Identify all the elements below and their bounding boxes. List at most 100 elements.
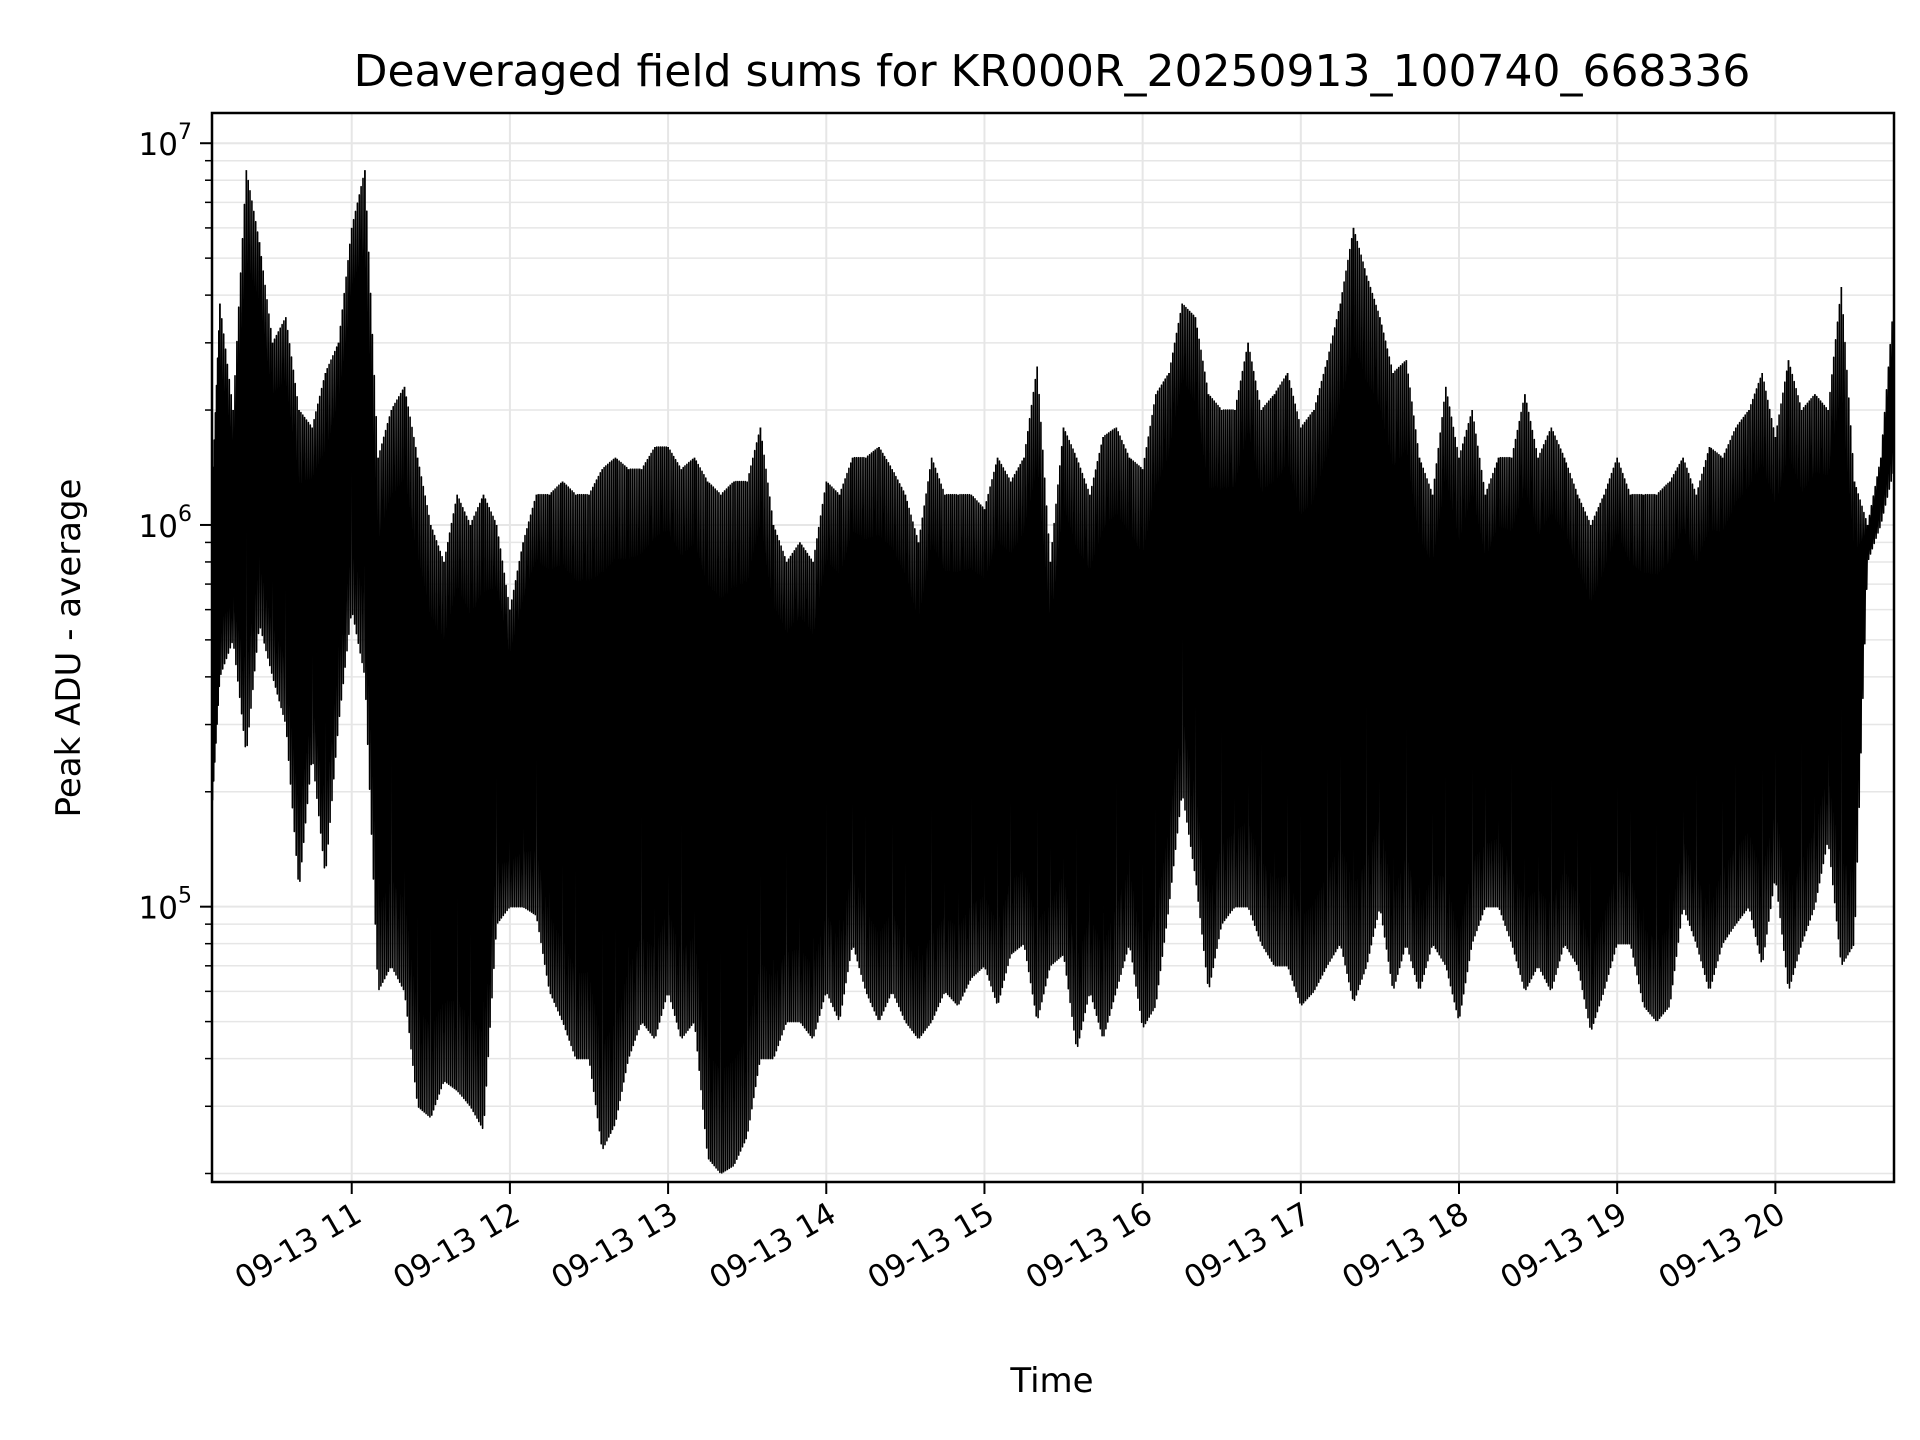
trace-segment	[1207, 394, 1223, 988]
trace-segment	[561, 481, 577, 1057]
trace-segment	[1352, 227, 1368, 1001]
y-tick-label: 105	[139, 884, 192, 927]
trace-segment	[1550, 427, 1566, 989]
trace-segment	[1853, 481, 1869, 918]
trace-segment	[891, 469, 907, 1021]
trace-segment	[575, 493, 590, 1060]
trace-segment	[1800, 394, 1816, 942]
trace-segment	[1049, 427, 1065, 966]
trace-segment	[720, 481, 735, 1174]
trace-segment	[482, 494, 498, 1117]
trace-segment	[1115, 427, 1131, 989]
trace-segment	[324, 342, 340, 867]
trace-segment	[364, 170, 379, 970]
trace-segment	[1629, 493, 1645, 1003]
trace-segment	[1313, 360, 1328, 991]
trace-segment	[1431, 386, 1447, 965]
trace-segment	[377, 409, 393, 991]
x-axis-label: Time	[1009, 1361, 1093, 1401]
trace-segment	[1010, 457, 1025, 955]
trace-segment	[1458, 409, 1473, 1017]
trace-segment	[337, 227, 353, 718]
trace-segment	[1590, 494, 1605, 1030]
trace-segment	[285, 317, 300, 880]
trace-segment	[1787, 360, 1803, 989]
trace-segment	[1814, 394, 1829, 903]
trace-segment	[996, 457, 1012, 1003]
trace-segment	[1497, 456, 1513, 942]
plot-frame	[210, 111, 1896, 1184]
trace-segment	[298, 409, 313, 882]
trace-segment	[1168, 303, 1183, 900]
trace-segment	[1286, 372, 1302, 1004]
trace-segment	[1682, 457, 1698, 942]
trace-segment	[1141, 394, 1157, 1028]
trace-segment	[403, 386, 419, 1099]
trace-segment	[1181, 303, 1197, 872]
trace-segment	[1510, 394, 1526, 989]
trace-segment	[588, 469, 603, 1145]
trace-segment	[680, 457, 696, 1039]
y-tick-exponent: 6	[178, 502, 192, 527]
trace-segment	[1537, 427, 1553, 991]
trace-segment	[1761, 372, 1777, 961]
y-tick-label: 107	[139, 120, 192, 163]
trace-segment	[548, 481, 564, 1021]
trace-segment	[1023, 366, 1038, 1017]
trace-segment	[1089, 436, 1104, 1037]
trace-segment	[865, 446, 880, 1021]
trace-segment	[838, 457, 854, 1017]
trace-segment	[1603, 457, 1618, 989]
trace-segment	[917, 457, 933, 1039]
trace-segment	[1075, 457, 1091, 1048]
trace-segment	[430, 524, 445, 1116]
trace-segment	[509, 542, 524, 908]
trace-segment	[970, 494, 986, 978]
trace-segment	[746, 427, 762, 1132]
trace-segment	[799, 542, 814, 1039]
trace-segment	[1695, 446, 1711, 989]
trace-segment	[693, 457, 709, 1149]
trace-segment	[1484, 457, 1500, 908]
trace-segment	[878, 446, 893, 1021]
trace-segment	[1748, 372, 1763, 963]
trace-segment	[654, 446, 669, 1037]
trace-segment	[640, 446, 656, 1039]
trace-segment	[1392, 360, 1408, 989]
trace-segment	[1774, 360, 1790, 984]
trace-segment	[1365, 275, 1381, 963]
trace-segment	[1669, 457, 1684, 1000]
trace-segment	[535, 493, 551, 987]
trace-segment	[1524, 394, 1539, 991]
trace-segment	[456, 494, 472, 1106]
trace-segment	[812, 481, 828, 1037]
trace-segment	[627, 468, 643, 1057]
trace-segment	[1260, 394, 1276, 965]
trace-segment	[522, 494, 538, 916]
trace-segment	[1418, 457, 1434, 989]
y-tick-exponent: 5	[178, 884, 192, 909]
trace-segment	[258, 242, 274, 674]
y-axis-label: Peak ADU - average	[49, 479, 89, 818]
trace-segment	[1155, 372, 1170, 1000]
trace-segment	[232, 170, 248, 748]
trace-segment	[1102, 427, 1118, 1037]
trace-segment	[1339, 227, 1355, 1000]
trace-segment	[443, 494, 458, 1091]
trace-segment	[614, 457, 630, 1120]
trace-segment	[733, 480, 748, 1165]
trace-segment	[759, 427, 775, 1060]
trace-segment	[350, 170, 366, 673]
trace-segment	[1735, 409, 1750, 924]
trace-segment	[601, 457, 617, 1150]
trace-segment	[1866, 457, 1882, 561]
trace-segment	[1036, 366, 1052, 1019]
trace-segment	[416, 457, 432, 1118]
trace-segment	[983, 457, 999, 1004]
trace-segment	[1880, 299, 1895, 522]
trace-segment	[1300, 409, 1315, 1006]
trace-segment	[1563, 457, 1579, 965]
trace-segment	[706, 481, 722, 1174]
trace-segment	[1471, 409, 1487, 942]
